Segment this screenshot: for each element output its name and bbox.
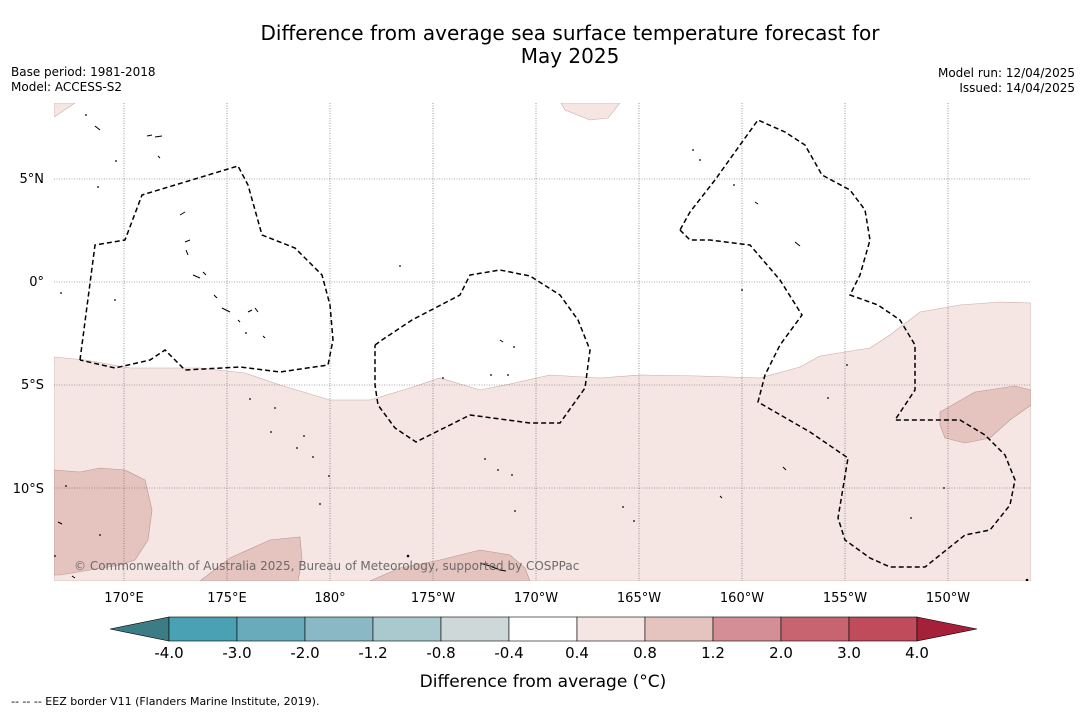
colorbar-swatch	[236, 616, 306, 642]
anomaly-region-medium-south-2	[369, 549, 531, 581]
lat-label-5n: 5°N	[20, 172, 45, 187]
colorbar-swatch	[576, 616, 646, 642]
colorbar	[109, 616, 978, 642]
model-name: Model: ACCESS-S2	[11, 80, 123, 94]
eez-border-kiribati-phoenix	[374, 269, 591, 443]
colorbar-tick-label: 0.4	[565, 644, 589, 662]
colorbar-swatch	[372, 616, 442, 642]
colorbar-tick-label: -4.0	[154, 644, 183, 662]
copyright-notice: © Commonwealth of Australia 2025, Bureau…	[74, 559, 579, 573]
lon-label-180: 180°	[314, 591, 345, 606]
anomaly-region-light	[54, 301, 1031, 581]
eez-borders	[79, 119, 1016, 568]
lat-label-10s: 10°S	[13, 482, 44, 497]
colorbar-tick-label: -3.0	[222, 644, 251, 662]
map-area: © Commonwealth of Australia 2025, Bureau…	[54, 103, 1031, 581]
colorbar-tick-label: -1.2	[358, 644, 387, 662]
colorbar-swatch	[440, 616, 510, 642]
lon-label-150w: 150°W	[926, 591, 970, 606]
anomaly-region-light-corner	[54, 103, 76, 118]
lon-label-155w: 155°W	[823, 591, 867, 606]
gridlines	[54, 103, 1031, 581]
lat-label-5s: 5°S	[21, 378, 44, 393]
colorbar-swatch	[780, 616, 850, 642]
islands	[57, 125, 801, 579]
lon-label-160w: 160°W	[720, 591, 764, 606]
lon-label-175e: 175°E	[207, 591, 247, 606]
colorbar-tick-label: 0.8	[633, 644, 657, 662]
lon-label-170w: 170°W	[514, 591, 558, 606]
colorbar-tick-label: 3.0	[837, 644, 861, 662]
colorbar-swatch	[168, 616, 238, 642]
meta-right: Model run: 12/04/2025 Issued: 14/04/2025	[938, 66, 1075, 96]
anomaly-region-medium-west	[54, 467, 153, 576]
lat-label-0: 0°	[29, 275, 44, 290]
lon-label-170e: 170°E	[104, 591, 144, 606]
anomaly-region-medium-east	[939, 385, 1031, 444]
anomaly-region-light-north	[560, 103, 621, 121]
lon-label-165w: 165°W	[617, 591, 661, 606]
title-line-1: Difference from average sea surface temp…	[260, 21, 880, 45]
colorbar-extend-high	[916, 616, 978, 642]
latitude-labels: 5°N 0° 5°S 10°S	[13, 172, 44, 497]
colorbar-swatch	[712, 616, 782, 642]
eez-border-kiribati-gilbert	[79, 165, 334, 373]
colorbar-swatch	[848, 616, 918, 642]
colorbar-tick-label: -0.8	[426, 644, 455, 662]
colorbar-swatch	[644, 616, 714, 642]
eez-border-kiribati-line	[679, 119, 1016, 568]
longitude-labels: 170°E 175°E 180° 175°W 170°W 165°W 160°W…	[104, 591, 970, 606]
colorbar-swatch	[508, 616, 578, 642]
colorbar-tick-label: 4.0	[905, 644, 929, 662]
map-title: Difference from average sea surface temp…	[0, 22, 1085, 68]
colorbar-tick-label: 1.2	[701, 644, 725, 662]
island-dots	[54, 114, 1029, 581]
title-line-2: May 2025	[520, 44, 620, 68]
colorbar-title: Difference from average (°C)	[420, 672, 667, 692]
model-run: Model run: 12/04/2025	[937, 66, 1075, 80]
anomaly-region-medium-south-1	[199, 536, 303, 581]
issued-date: Issued: 14/04/2025	[959, 81, 1075, 95]
lon-label-175w: 175°W	[411, 591, 455, 606]
eez-legend-note: -- -- -- EEZ border V11 (Flanders Marine…	[11, 695, 320, 708]
colorbar-tick-label: -2.0	[290, 644, 319, 662]
meta-left: Base period: 1981-2018 Model: ACCESS-S2	[11, 65, 156, 95]
colorbar-tick-label: 2.0	[769, 644, 793, 662]
colorbar-extend-low	[109, 616, 170, 642]
colorbar-swatch	[304, 616, 374, 642]
colorbar-tick-label: -0.4	[494, 644, 523, 662]
base-period: Base period: 1981-2018	[11, 65, 156, 79]
colorbar-ticks: -4.0 -3.0 -2.0 -1.2 -0.8 -0.4 0.4 0.8 1.2 2.0 3.0 4…	[154, 644, 929, 662]
